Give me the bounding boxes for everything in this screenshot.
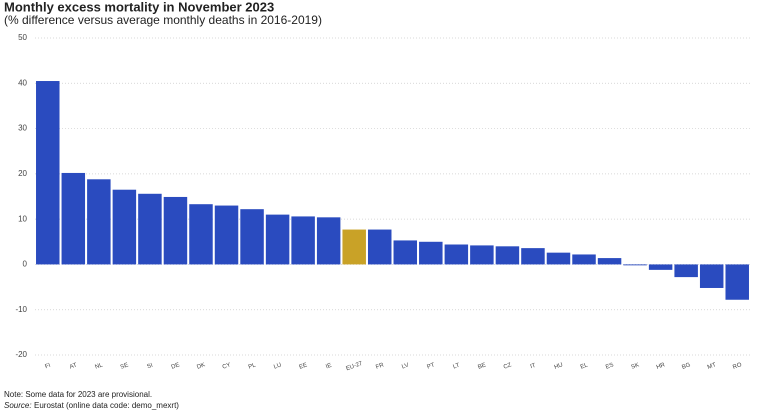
bar: [495, 246, 520, 265]
x-tick-label: SK: [630, 362, 640, 370]
x-tick-label: EL: [580, 362, 590, 370]
x-tick-label: FI: [44, 363, 51, 371]
bar: [240, 209, 264, 265]
y-tick-label: 20: [18, 169, 27, 178]
y-tick-label: 10: [18, 214, 27, 223]
x-tick-label: HR: [656, 362, 667, 371]
y-tick-label: -20: [15, 350, 27, 359]
x-tick-label: FR: [375, 362, 385, 371]
x-tick-label: AT: [69, 362, 78, 370]
x-tick-label: PT: [426, 362, 436, 370]
x-tick-label: CY: [222, 362, 232, 370]
bar: [546, 252, 571, 265]
y-tick-label: -10: [15, 305, 27, 314]
bar: [597, 258, 622, 265]
x-tick-label: LU: [273, 362, 282, 370]
bar: [572, 254, 596, 265]
bar: [648, 264, 673, 270]
bar: [393, 240, 418, 265]
x-tick-label: SE: [120, 362, 130, 370]
note: Note: Some data for 2023 are provisional…: [4, 390, 152, 399]
bar: [419, 241, 443, 265]
x-tick-label: NL: [94, 362, 104, 370]
x-tick-label: BE: [477, 362, 487, 370]
bar: [444, 244, 469, 265]
bar: [725, 264, 749, 300]
source: Eurostat (online data code: demo_mexrt): [34, 401, 179, 410]
x-tick-label: EE: [299, 362, 309, 370]
x-tick-label: MT: [707, 362, 718, 371]
bar: [163, 196, 188, 265]
source-label: Source:: [4, 401, 32, 410]
bar: [189, 204, 213, 265]
bar: [521, 248, 545, 265]
bar: [61, 172, 86, 265]
x-tick-label: LV: [401, 363, 410, 371]
x-tick-label: EU-27: [345, 361, 364, 373]
y-tick-label: 50: [18, 33, 27, 42]
x-tick-label: DK: [196, 362, 206, 370]
bar: [87, 179, 111, 265]
bar: [214, 205, 239, 265]
y-tick-label: 40: [18, 78, 27, 87]
x-tick-label: PL: [248, 362, 258, 370]
chart-subtitle: (% difference versus average monthly dea…: [4, 13, 322, 27]
x-tick-label: RO: [732, 362, 743, 371]
x-tick-label: SI: [146, 363, 154, 371]
bar: [674, 264, 698, 278]
bar: [367, 229, 392, 265]
x-tick-label: IE: [325, 363, 332, 371]
bar: [699, 264, 724, 288]
bar: [138, 193, 162, 265]
bar: [36, 81, 60, 265]
x-tick-label: LT: [452, 362, 461, 370]
x-tick-label: HU: [554, 362, 564, 371]
x-tick-label: IT: [530, 363, 537, 371]
x-tick-label: ES: [605, 362, 615, 370]
bar: [291, 216, 315, 265]
x-tick-label: DE: [171, 362, 181, 370]
y-tick-label: 30: [18, 124, 27, 133]
bar: [342, 229, 366, 265]
x-tick-label: CZ: [503, 362, 513, 370]
y-tick-label: 0: [23, 260, 28, 269]
chart-title: Monthly excess mortality in November 202…: [4, 0, 274, 14]
x-tick-label: BG: [681, 362, 692, 371]
bar: [265, 214, 290, 265]
bar: [112, 189, 137, 265]
bar: [623, 264, 647, 266]
bar: [470, 245, 494, 265]
bar: [316, 217, 341, 265]
